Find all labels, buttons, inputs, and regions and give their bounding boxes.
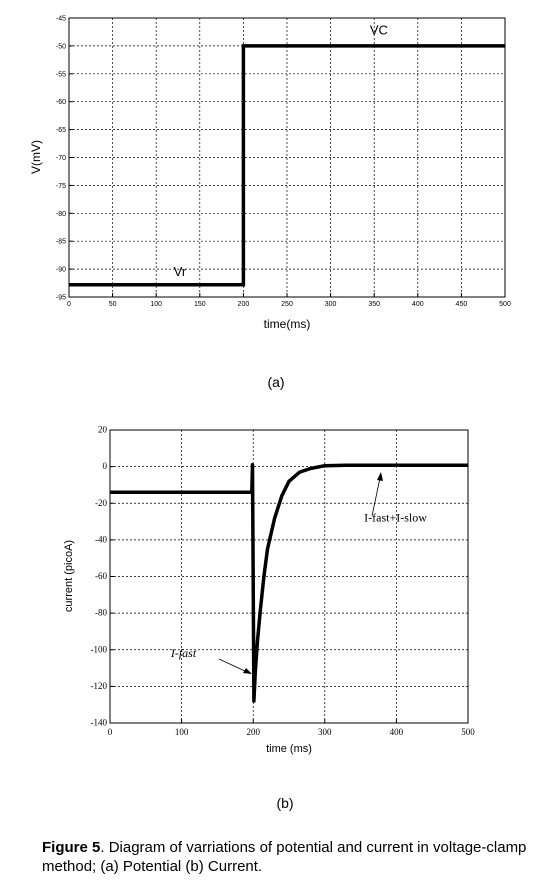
chart-b-arrowhead-i-slow bbox=[377, 472, 383, 481]
figure-caption: Figure 5. Diagram of varriations of pote… bbox=[42, 838, 552, 876]
chart-a-x-tick-label: 150 bbox=[194, 301, 206, 308]
chart-a-y-tick-label: -90 bbox=[56, 267, 66, 274]
chart-a-x-tick-label: 50 bbox=[109, 301, 117, 308]
chart-a-y-tick-label: -95 bbox=[56, 295, 66, 302]
chart-a-y-tick-label: -70 bbox=[56, 155, 66, 162]
chart-b-arrow-i-fast bbox=[219, 659, 247, 672]
chart-a-x-tick-label: 250 bbox=[281, 301, 293, 308]
chart-b-annotation-i-fast-slow: I-fast+I-slow bbox=[364, 511, 427, 525]
caption-label: Figure 5 bbox=[42, 839, 100, 856]
chart-a-x-tick-label: 0 bbox=[67, 301, 71, 308]
chart-a-y-tick-label: -55 bbox=[56, 71, 66, 78]
chart-a-y-tick-label: -75 bbox=[56, 183, 66, 190]
chart-b-grid bbox=[110, 430, 468, 723]
chart-a-x-tick-label: 500 bbox=[499, 301, 511, 308]
chart-a-y-tick-label: -65 bbox=[56, 127, 66, 134]
chart-a-x-tick-label: 450 bbox=[456, 301, 468, 308]
chart-b-x-ticks: 0 100 200 300 400 500 bbox=[108, 719, 476, 737]
chart-a-x-tick-label: 400 bbox=[412, 301, 424, 308]
chart-a-y-ticks: -45 -50 -55 -60 -65 -70 -75 -80 -85 -90 -95 bbox=[56, 16, 73, 302]
chart-b-x-tick-label: 0 bbox=[108, 727, 113, 737]
chart-a-y-tick-label: -45 bbox=[56, 16, 66, 23]
chart-b-x-tick-label: 200 bbox=[246, 727, 260, 737]
chart-b-x-label: time (ms) bbox=[266, 743, 312, 755]
chart-a-grid bbox=[69, 18, 505, 297]
chart-a-x-ticks: 0 50 100 150 200 250 300 350 400 450 500 bbox=[67, 293, 511, 308]
chart-b-x-tick-label: 400 bbox=[390, 727, 404, 737]
chart-b-x-tick-label: 100 bbox=[175, 727, 189, 737]
chart-a-x-tick-label: 350 bbox=[368, 301, 380, 308]
chart-b-panel-label: (b) bbox=[276, 795, 293, 811]
chart-b-y-tick-label: -120 bbox=[91, 681, 108, 691]
chart-b-y-tick-label: -140 bbox=[91, 718, 108, 728]
chart-b-y-tick-label: -60 bbox=[95, 571, 107, 581]
chart-a-x-tick-label: 300 bbox=[325, 301, 337, 308]
chart-a-y-tick-label: -50 bbox=[56, 43, 66, 50]
chart-b-arrowhead-i-fast bbox=[243, 668, 252, 674]
chart-b-y-tick-label: 20 bbox=[98, 425, 108, 435]
chart-a-series-line bbox=[69, 46, 505, 285]
chart-b-y-label: current (picoA) bbox=[63, 540, 75, 612]
chart-b-y-tick-label: 0 bbox=[103, 461, 108, 471]
chart-a-panel-label: (a) bbox=[267, 374, 284, 390]
chart-a-x-tick-label: 100 bbox=[150, 301, 162, 308]
chart-a-y-label: V(mV) bbox=[29, 140, 43, 174]
chart-a-x-tick-label: 200 bbox=[238, 301, 250, 308]
chart-b-x-tick-label: 500 bbox=[461, 727, 475, 737]
chart-a: 0 50 100 150 200 250 300 350 400 450 500 -45 -50 -55… bbox=[29, 16, 511, 391]
chart-b-y-tick-label: -40 bbox=[95, 534, 107, 544]
chart-b-y-tick-label: -80 bbox=[95, 608, 107, 618]
chart-b-series-line bbox=[110, 465, 468, 701]
chart-b-x-tick-label: 300 bbox=[318, 727, 332, 737]
chart-a-y-tick-label: -85 bbox=[56, 239, 66, 246]
chart-b-y-tick-label: -100 bbox=[91, 644, 108, 654]
caption-text: . Diagram of varriations of potential an… bbox=[42, 839, 526, 875]
chart-a-annotation-vr: Vr bbox=[174, 264, 187, 279]
chart-b: 0 100 200 300 400 500 200-20-40-60-80-100-120… bbox=[63, 425, 475, 812]
chart-a-y-tick-label: -60 bbox=[56, 99, 66, 106]
chart-b-y-tick-label: -20 bbox=[95, 498, 107, 508]
chart-a-x-label: time(ms) bbox=[264, 317, 311, 331]
chart-a-annotation-vc: VC bbox=[370, 23, 388, 38]
chart-b-annotation-i-fast: I-fast bbox=[170, 646, 197, 660]
chart-a-y-tick-label: -80 bbox=[56, 211, 66, 218]
